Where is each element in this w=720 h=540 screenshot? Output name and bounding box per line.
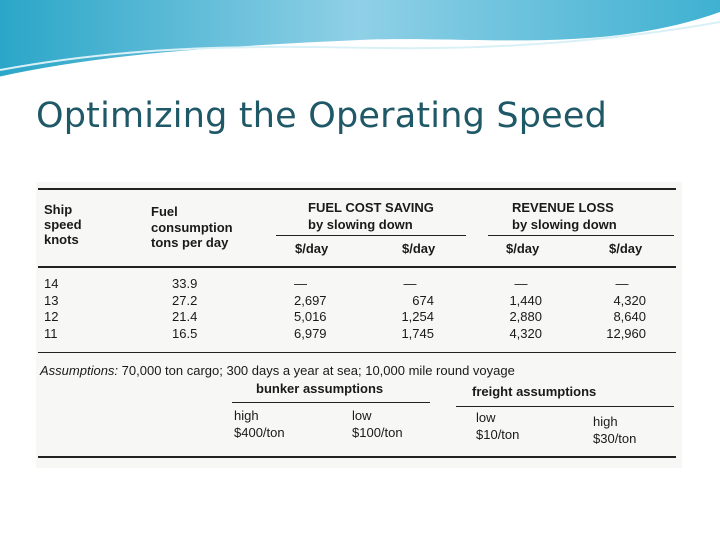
table-cell: 13 <box>44 292 59 308</box>
table-cell: 27.2 <box>172 292 198 308</box>
header-revenue-loss: REVENUE LOSS <box>512 200 614 215</box>
table-cell: — <box>403 276 417 291</box>
header-rl-subtitle: by slowing down <box>512 217 617 232</box>
table-cell: 33.9 <box>172 276 198 291</box>
assumptions-text: 70,000 ton cargo; 300 days a year at sea… <box>121 363 515 378</box>
table-cell: 1,254 <box>401 309 434 324</box>
table-cell: 674 <box>412 292 434 308</box>
bunker-low: low $100/ton <box>352 408 403 440</box>
table-cell: 5,016 <box>294 309 327 324</box>
table-cell: 6,979 <box>294 325 327 341</box>
table-cell: 21.4 <box>172 309 198 324</box>
unit-fcs-low: $/day <box>402 241 436 256</box>
table-cell: 11 <box>44 325 58 341</box>
column-fcs-low: — 674 1,254 1,745 <box>386 276 434 342</box>
table-cell: 1,440 <box>509 292 542 308</box>
unit-fcs-high: $/day <box>295 241 329 256</box>
scanned-table: Ship speed knots Fuel consumption tons p… <box>36 182 682 468</box>
table-cell: 4,320 <box>509 325 542 341</box>
table-cell: 4,320 <box>613 292 646 308</box>
slide-title: Optimizing the Operating Speed <box>36 96 608 136</box>
column-fuel: 33.9 27.2 21.4 16.5 <box>172 276 197 342</box>
freight-low: low $10/ton <box>476 410 520 442</box>
table-cell: 2,880 <box>509 309 542 324</box>
table-cell: 14 <box>44 276 59 291</box>
table-cell: — <box>514 276 528 291</box>
table-top-rule <box>38 188 676 190</box>
bunker-group-rule <box>232 402 430 403</box>
column-fcs-high: — 2,697 5,016 6,979 <box>294 276 327 342</box>
unit-rl-high: $/day <box>609 241 643 256</box>
table-cell: 8,640 <box>613 309 646 324</box>
bunker-high: high $400/ton <box>234 408 285 440</box>
freight-assumptions-header: freight assumptions <box>472 384 597 399</box>
header-fcs-subtitle: by slowing down <box>308 217 413 232</box>
table-cell: — <box>615 276 629 291</box>
rl-group-rule <box>488 235 674 236</box>
bunker-assumptions-header: bunker assumptions <box>256 381 384 396</box>
table-cell: 12,960 <box>606 325 646 341</box>
header-fuel-consumption: Fuel consumption tons per day <box>151 204 233 250</box>
unit-rl-low: $/day <box>506 241 540 256</box>
freight-high: high $30/ton <box>593 414 637 446</box>
table-cell: 1,745 <box>401 325 434 341</box>
freight-group-rule <box>456 406 674 407</box>
table-cell: — <box>294 276 307 291</box>
fcs-group-rule <box>276 235 466 236</box>
header-wave-decoration <box>0 0 720 80</box>
table-bottom-rule <box>38 456 676 458</box>
header-bottom-rule <box>38 266 676 268</box>
column-speed: 14 13 12 11 <box>44 276 58 342</box>
assumptions-label: Assumptions: <box>40 363 119 378</box>
column-rl-low: — 1,440 2,880 4,320 <box>500 276 542 342</box>
header-ship-speed: Ship speed knots <box>44 202 82 247</box>
table-cell: 16.5 <box>172 325 198 341</box>
assumptions-line: Assumptions: 70,000 ton cargo; 300 days … <box>40 363 515 378</box>
data-bottom-rule <box>38 352 676 353</box>
header-fuel-cost-saving: FUEL COST SAVING <box>308 200 434 215</box>
table-cell: 2,697 <box>294 292 327 308</box>
column-rl-high: — 4,320 8,640 12,960 <box>598 276 646 342</box>
table-cell: 12 <box>44 309 59 324</box>
